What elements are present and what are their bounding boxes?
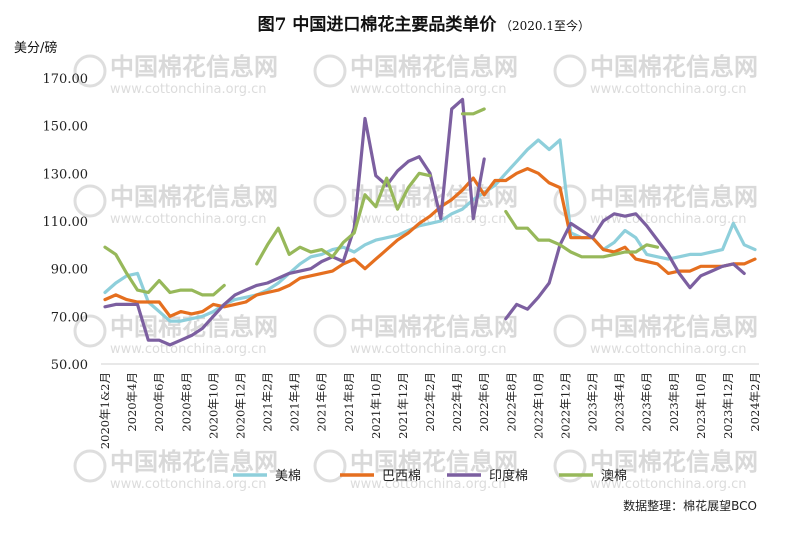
watermark-brand: 中国棉花信息网 [350,313,518,341]
watermark-logo-icon [553,54,587,88]
x-tick-label: 2020年6月 [152,372,166,432]
y-tick-label: 170.00 [43,72,89,87]
legend-label: 美棉 [275,469,301,484]
watermark-url: www.cottonchina.org.cn [590,82,747,97]
watermark-url: www.cottonchina.org.cn [350,82,507,97]
x-tick-label: 2021年2月 [261,372,275,432]
x-tick-label: 2023年10月 [694,372,708,439]
series-line-澳棉 [103,107,660,297]
x-tick-label: 2023年6月 [640,372,654,432]
x-tick-label: 2021年6月 [315,372,329,432]
watermark-brand: 中国棉花信息网 [110,183,278,211]
x-tick-label: 2020年10月 [206,372,220,439]
watermark-logo-icon [73,314,107,348]
watermark-brand: 中国棉花信息网 [590,313,758,341]
watermark-brand: 中国棉花信息网 [350,448,518,476]
y-tick-label: 90.00 [51,263,88,278]
watermark-layer: 中国棉花信息网www.cottonchina.org.cn中国棉花信息网www.… [73,53,758,492]
series-line-巴西棉 [103,167,757,318]
series-layer [103,97,757,347]
x-tick-label: 2020年1&2月 [98,372,112,449]
watermark-logo-icon [313,54,347,88]
x-tick-label: 2022年8月 [504,372,518,432]
watermark-logo-icon [313,449,347,483]
watermark-brand: 中国棉花信息网 [110,448,278,476]
y-tick-label: 110.00 [43,215,89,230]
watermark-logo-icon [73,184,107,218]
legend: 美棉 巴西棉 印度棉 澳棉 [233,468,627,484]
x-tick-label: 2023年12月 [721,372,735,439]
x-tick-label: 2023年8月 [667,372,681,432]
source-note: 数据整理：棉花展望BCO [623,498,757,513]
x-tick-label: 2022年2月 [423,372,437,432]
x-tick-label: 2021年12月 [396,372,410,439]
watermark-url: www.cottonchina.org.cn [590,342,747,357]
watermark-url: www.cottonchina.org.cn [350,477,507,492]
y-tick-label: 50.00 [51,358,88,373]
watermark-url: www.cottonchina.org.cn [110,477,267,492]
watermark-logo-icon [313,184,347,218]
y-tick-label: 70.00 [51,310,88,325]
x-tick-label: 2021年10月 [369,372,383,439]
watermark-logo-icon [73,54,107,88]
watermark-url: www.cottonchina.org.cn [110,342,267,357]
watermark-url: www.cottonchina.org.cn [350,342,507,357]
series-line-印度棉 [103,97,746,347]
x-tick-label: 2024年2月 [748,372,762,432]
watermark-logo-icon [553,314,587,348]
watermark-url: www.cottonchina.org.cn [110,212,267,227]
x-tick-label: 2023年2月 [586,372,600,432]
y-tick-label: 150.00 [43,120,89,135]
series-line-美棉 [103,138,757,323]
watermark-brand: 中国棉花信息网 [110,53,278,81]
y-axis-label: 美分/磅 [14,40,57,56]
watermark-brand: 中国棉花信息网 [350,53,518,81]
watermark-logo-icon [313,314,347,348]
x-axis-ticks: 2020年1&2月 2020年4月 2020年6月 2020年8月 2020年10月 20… [98,372,762,449]
watermark-logo-icon [553,449,587,483]
x-tick-label: 2021年4月 [288,372,302,432]
x-tick-label: 2023年4月 [613,372,627,432]
x-tick-label: 2020年12月 [233,372,247,439]
chart-subtitle: （2020.1至今） [500,18,590,33]
chart-title: 图7 中国进口棉花主要品类单价 [258,14,498,35]
watermark-brand: 中国棉花信息网 [590,448,758,476]
x-tick-label: 2022年6月 [477,372,491,432]
watermark-brand: 中国棉花信息网 [590,53,758,81]
y-tick-label: 130.00 [43,167,89,182]
x-tick-label: 2021年8月 [342,372,356,432]
watermark-brand: 中国棉花信息网 [590,183,758,211]
legend-label: 巴西棉 [382,469,421,484]
x-tick-label: 2020年8月 [179,372,193,432]
watermark-url: www.cottonchina.org.cn [350,212,507,227]
x-tick-label: 2020年4月 [125,372,139,432]
y-axis-ticks: 50.00 70.00 90.00 110.00 130.00 150.00 170.00 [43,72,89,373]
x-tick-label: 2022年12月 [558,372,572,439]
watermark-logo-icon [73,449,107,483]
watermark-url: www.cottonchina.org.cn [590,477,747,492]
watermark-url: www.cottonchina.org.cn [110,82,267,97]
x-tick-label: 2022年4月 [450,372,464,432]
x-tick-label: 2022年10月 [531,372,545,439]
legend-label: 澳棉 [601,468,627,484]
legend-label: 印度棉 [489,468,528,484]
